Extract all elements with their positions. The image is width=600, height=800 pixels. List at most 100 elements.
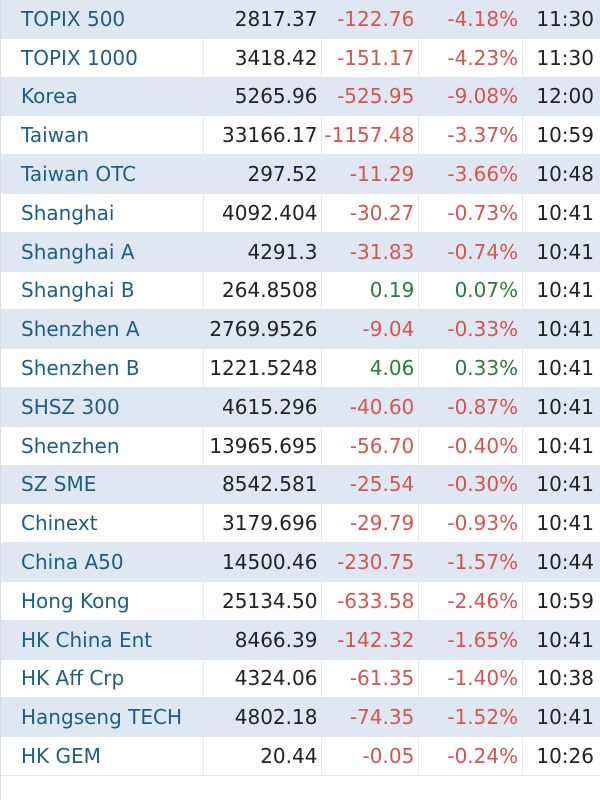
change-percent: -4.18% <box>419 0 524 38</box>
change-value: -151.17 <box>322 38 420 77</box>
update-time: 10:38 <box>536 666 594 691</box>
change-value: 0.19 <box>322 271 420 310</box>
update-time: 10:44 <box>536 550 594 575</box>
index-name[interactable]: TOPIX 500 <box>1 0 204 38</box>
last-price: 8466.39 <box>204 620 323 659</box>
index-name[interactable]: HK Aff Crp <box>1 659 204 698</box>
update-time: 10:41 <box>536 627 594 652</box>
change-percent: -0.73% <box>419 193 524 232</box>
index-name[interactable]: Hangseng TECH <box>1 698 204 737</box>
update-time: 11:30 <box>536 6 594 31</box>
last-price: 4324.06 <box>204 659 323 698</box>
table-row[interactable]: Korea 5265.96 -525.95 -9.08% 12:00 <box>1 77 600 117</box>
change-percent: -1.52% <box>419 698 524 737</box>
change-percent: -0.93% <box>419 504 524 543</box>
change-percent: -0.24% <box>419 737 524 775</box>
index-name[interactable]: Shenzhen B <box>1 349 204 387</box>
last-price: 2769.9526 <box>204 310 323 349</box>
index-name[interactable]: Shanghai A <box>1 232 204 271</box>
table-row[interactable]: Shanghai 4092.404 -30.27 -0.73% 10:41 <box>1 193 600 233</box>
change-value: -633.58 <box>322 581 420 620</box>
table-row[interactable]: Shenzhen B 1221.5248 4.06 0.33% 10:41 <box>1 349 600 388</box>
change-percent: -9.08% <box>419 77 524 116</box>
change-value: 4.06 <box>322 349 420 387</box>
change-value: -31.83 <box>322 232 420 271</box>
table-row[interactable]: HK GEM 20.44 -0.05 -0.24% 10:26 <box>1 737 600 776</box>
change-percent: -0.30% <box>419 465 524 504</box>
index-name[interactable]: HK China Ent <box>1 620 204 659</box>
table-row[interactable]: TOPIX 1000 3418.42 -151.17 -4.23% 11:30 <box>1 38 600 78</box>
index-name[interactable]: SHSZ 300 <box>1 387 204 426</box>
change-value: -30.27 <box>322 193 420 232</box>
table-row[interactable]: Taiwan 33166.17 -1157.48 -3.37% 10:59 <box>1 116 600 156</box>
last-price: 4092.404 <box>204 193 323 232</box>
change-percent: -1.40% <box>419 659 524 698</box>
change-percent: -1.65% <box>419 620 524 659</box>
update-time: 10:26 <box>536 744 594 769</box>
change-value: -56.70 <box>322 426 420 465</box>
table-row[interactable]: Shenzhen A 2769.9526 -9.04 -0.33% 10:41 <box>1 310 600 350</box>
table-row[interactable]: Taiwan OTC 297.52 -11.29 -3.66% 10:48 <box>1 155 600 194</box>
index-name[interactable]: Shanghai <box>1 193 204 232</box>
update-time: 10:41 <box>536 433 594 458</box>
change-value: -1157.48 <box>322 116 420 155</box>
update-time: 10:41 <box>536 278 594 303</box>
change-value: -0.05 <box>322 737 420 775</box>
table-row[interactable]: Chinext 3179.696 -29.79 -0.93% 10:41 <box>1 504 600 544</box>
last-price: 14500.46 <box>204 543 323 581</box>
index-name[interactable]: Shenzhen A <box>1 310 204 349</box>
change-percent: -3.37% <box>419 116 524 155</box>
last-price: 3418.42 <box>204 38 323 77</box>
update-time: 10:41 <box>536 705 594 730</box>
index-name[interactable]: Shanghai B <box>1 271 204 310</box>
index-name[interactable]: China A50 <box>1 543 204 581</box>
last-price: 4802.18 <box>204 698 323 737</box>
update-time: 10:41 <box>536 472 594 497</box>
table-row[interactable]: HK China Ent 8466.39 -142.32 -1.65% 10:4… <box>1 620 600 660</box>
table-row[interactable]: Hong Kong 25134.50 -633.58 -2.46% 10:59 <box>1 581 600 621</box>
table-row[interactable]: Shenzhen 13965.695 -56.70 -0.40% 10:41 <box>1 426 600 466</box>
last-price: 297.52 <box>204 155 323 193</box>
table-row[interactable]: TOPIX 500 2817.37 -122.76 -4.18% 11:30 <box>1 0 600 39</box>
index-name[interactable]: HK GEM <box>1 737 204 775</box>
index-name[interactable]: Chinext <box>1 504 204 543</box>
last-price: 4291.3 <box>204 232 323 271</box>
table-row[interactable]: China A50 14500.46 -230.75 -1.57% 10:44 <box>1 543 600 582</box>
update-time: 10:41 <box>536 394 594 419</box>
change-value: -122.76 <box>322 0 420 38</box>
table-row[interactable]: HK Aff Crp 4324.06 -61.35 -1.40% 10:38 <box>1 659 600 699</box>
index-name[interactable]: Korea <box>1 77 204 116</box>
update-time: 10:59 <box>536 123 594 148</box>
index-name[interactable]: TOPIX 1000 <box>1 38 204 77</box>
last-price: 4615.296 <box>204 387 323 426</box>
update-time: 10:41 <box>536 356 594 381</box>
index-name[interactable]: SZ SME <box>1 465 204 504</box>
change-value: -142.32 <box>322 620 420 659</box>
last-price: 3179.696 <box>204 504 323 543</box>
table-row[interactable]: SZ SME 8542.581 -25.54 -0.30% 10:41 <box>1 465 600 505</box>
change-value: -11.29 <box>322 155 420 193</box>
table-row[interactable]: Hangseng TECH 4802.18 -74.35 -1.52% 10:4… <box>1 698 600 738</box>
table-row[interactable]: Shanghai B 264.8508 0.19 0.07% 10:41 <box>1 271 600 311</box>
change-percent: 0.07% <box>419 271 524 310</box>
table-row[interactable]: SHSZ 300 4615.296 -40.60 -0.87% 10:41 <box>1 387 600 427</box>
change-value: -29.79 <box>322 504 420 543</box>
index-name[interactable]: Hong Kong <box>1 581 204 620</box>
change-percent: -3.66% <box>419 155 524 193</box>
index-name[interactable]: Taiwan <box>1 116 204 155</box>
last-price: 13965.695 <box>204 426 323 465</box>
last-price: 25134.50 <box>204 581 323 620</box>
change-percent: -0.40% <box>419 426 524 465</box>
update-time: 11:30 <box>536 45 594 70</box>
last-price: 2817.37 <box>204 0 323 38</box>
index-name[interactable]: Taiwan OTC <box>1 155 204 193</box>
update-time: 10:41 <box>536 200 594 225</box>
index-name[interactable]: Shenzhen <box>1 426 204 465</box>
update-time: 10:41 <box>536 239 594 264</box>
change-percent: -0.33% <box>419 310 524 349</box>
last-price: 5265.96 <box>204 77 323 116</box>
last-price: 8542.581 <box>204 465 323 504</box>
change-value: -9.04 <box>322 310 420 349</box>
table-row[interactable]: Shanghai A 4291.3 -31.83 -0.74% 10:41 <box>1 232 600 272</box>
